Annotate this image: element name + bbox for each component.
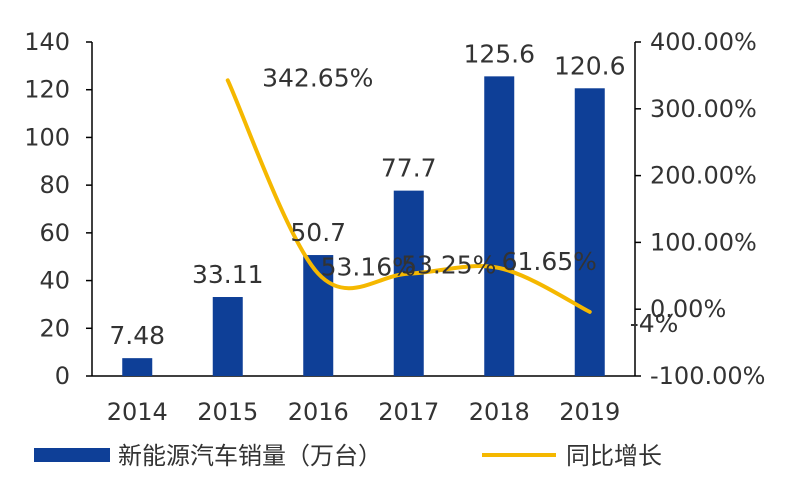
right-tick-label: 0.00% bbox=[650, 295, 726, 323]
legend-bar-label: 新能源汽车销量（万台） bbox=[118, 442, 382, 470]
bar-value-label: 125.6 bbox=[463, 39, 535, 68]
bar-2018 bbox=[484, 76, 515, 377]
growth-value-label: 342.65% bbox=[262, 63, 373, 92]
data-labels-layer: 7.48 33.11 50.7 77.7 125.6 120.6 342.65% 53.16%… bbox=[109, 39, 678, 350]
line-layer bbox=[225, 78, 592, 314]
left-tick-label: 40 bbox=[39, 267, 70, 295]
bar-value-label: 7.48 bbox=[109, 321, 165, 350]
x-tick-label: 2017 bbox=[378, 398, 439, 426]
right-tick-label: 200.00% bbox=[650, 162, 757, 190]
right-tick-label: 300.00% bbox=[650, 95, 757, 123]
left-tick-label: 20 bbox=[39, 314, 70, 342]
left-tick-label: 60 bbox=[39, 219, 70, 247]
right-tick-label: 400.00% bbox=[650, 28, 757, 56]
bar-value-label: 50.7 bbox=[290, 218, 346, 247]
growth-value-label: -4% bbox=[630, 309, 679, 338]
right-tick-label: -100.00% bbox=[650, 362, 765, 390]
bar-value-label: 77.7 bbox=[381, 154, 437, 183]
x-tick-label: 2014 bbox=[107, 398, 168, 426]
x-tick-label: 2018 bbox=[469, 398, 530, 426]
x-tick-label: 2019 bbox=[559, 398, 620, 426]
legend-line-label: 同比增长 bbox=[566, 442, 662, 470]
growth-value-label: 61.65% bbox=[502, 247, 597, 276]
legend: 新能源汽车销量（万台） 同比增长 bbox=[34, 442, 662, 470]
bars-layer bbox=[122, 76, 605, 377]
bar-value-label: 33.11 bbox=[192, 260, 264, 289]
left-tick-label: 140 bbox=[24, 28, 70, 56]
axes-layer: 0 20 40 60 80 100 120 140 -100.00% 0.00% 100.00% 20… bbox=[24, 28, 765, 426]
left-tick-label: 80 bbox=[39, 171, 70, 199]
bar-2017 bbox=[393, 190, 424, 376]
bar-value-label: 120.6 bbox=[554, 51, 626, 80]
growth-value-label: 53.16% bbox=[321, 253, 416, 282]
bar-2015 bbox=[212, 297, 243, 376]
right-tick-label: 100.00% bbox=[650, 228, 757, 256]
bar-2014 bbox=[122, 358, 153, 376]
left-tick-label: 0 bbox=[55, 362, 70, 390]
growth-line bbox=[225, 78, 592, 314]
legend-bar-swatch bbox=[34, 448, 110, 462]
x-tick-label: 2015 bbox=[197, 398, 258, 426]
bar-2019 bbox=[574, 88, 605, 376]
growth-value-label: 53.25% bbox=[401, 251, 496, 280]
left-tick-label: 120 bbox=[24, 76, 70, 104]
x-tick-label: 2016 bbox=[288, 398, 349, 426]
left-tick-label: 100 bbox=[24, 123, 70, 151]
